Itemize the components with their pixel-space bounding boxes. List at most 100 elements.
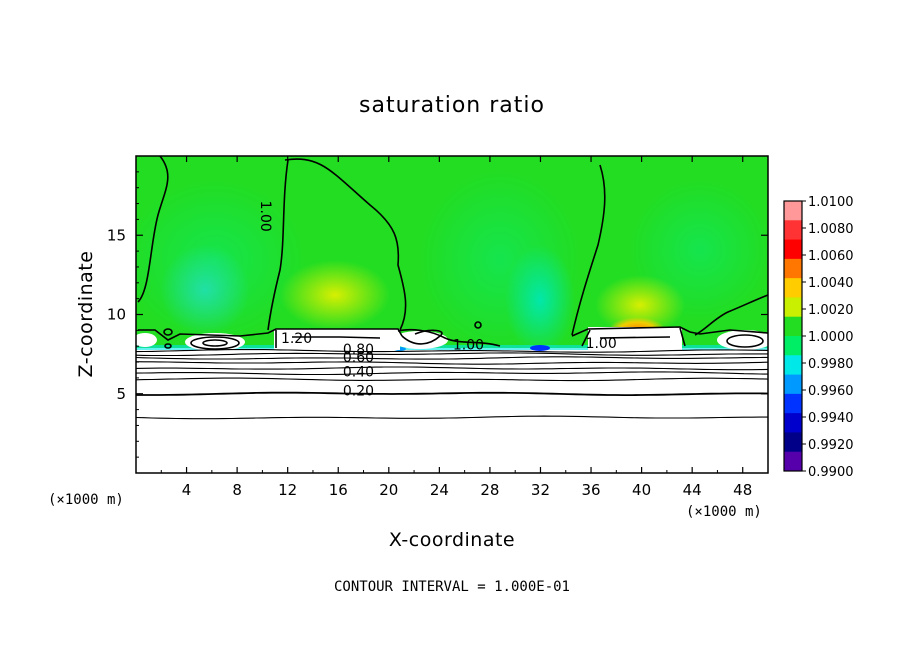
- colorbar-label: 0.9980: [808, 357, 854, 372]
- contour-line: [136, 349, 768, 353]
- colorbar-swatch: [784, 278, 802, 298]
- contour-label: 0.80: [343, 342, 374, 358]
- colorbar-label: 1.0060: [808, 249, 854, 264]
- colorbar-swatch: [784, 201, 802, 221]
- colorbar-swatch: [784, 393, 802, 414]
- plot-area: [136, 156, 768, 473]
- field-blob: [280, 260, 390, 330]
- colorbar-swatch: [784, 336, 802, 356]
- field-blob: [160, 245, 250, 335]
- colorbar-swatch: [784, 432, 802, 453]
- colorbar-label: 1.0020: [808, 303, 854, 318]
- contour-line: [164, 343, 172, 349]
- contour-line: [267, 159, 289, 331]
- contour-line: [397, 328, 501, 347]
- x-axis-ticks: 4 8 12 16 20 24 28 32 36 40 44 48: [160, 156, 752, 499]
- cloud-patch: [392, 331, 448, 349]
- contour-label: 1.00: [586, 336, 617, 352]
- contour-line: [581, 329, 591, 347]
- colorbar-swatch: [784, 220, 802, 241]
- x-tick-label: 16: [329, 481, 348, 499]
- x-tick-label: 12: [278, 481, 297, 499]
- field-blob: [530, 345, 550, 351]
- contour-lines: [137, 156, 768, 350]
- contour-line: [137, 156, 169, 303]
- y-tick-label: 5: [116, 385, 126, 403]
- contour-line: [136, 361, 768, 365]
- x-tick-label: 40: [632, 481, 651, 499]
- y-tick-label: 10: [107, 306, 126, 324]
- contour-line: [136, 356, 768, 360]
- x-tick-label: 32: [531, 481, 550, 499]
- x-unit-right: (×1000 m): [686, 504, 762, 520]
- field-blob: [136, 345, 768, 350]
- x-axis-label: X-coordinate: [389, 529, 515, 551]
- x-tick-label: 36: [581, 481, 600, 499]
- contour-line: [474, 321, 482, 329]
- contour-line: [136, 352, 768, 357]
- contour-label: 1.00: [257, 201, 273, 232]
- dry-layer: [136, 348, 768, 473]
- colorbar-label: 1.0000: [808, 330, 854, 345]
- contour-line: [136, 377, 768, 382]
- contour-line: [136, 415, 768, 420]
- field-blob: [505, 245, 575, 355]
- colorbar-label: 1.0040: [808, 276, 854, 291]
- contour-line: [726, 334, 764, 348]
- cloud-patch: [136, 333, 157, 347]
- contour-line: [571, 164, 606, 336]
- contour-labels: 1.00 1.20 0.800.600.40 0.20 1.00 1.00: [257, 201, 617, 400]
- x-tick-label: 20: [379, 481, 398, 499]
- contour-line: [136, 371, 768, 376]
- colorbar-swatch: [784, 239, 802, 260]
- contour-interval-note: CONTOUR INTERVAL = 1.000E-01: [334, 579, 570, 595]
- colorbar-swatch: [784, 451, 802, 472]
- cloud-patch: [274, 329, 400, 350]
- contour-label: 1.20: [281, 331, 312, 347]
- x-tick-label: 8: [232, 481, 242, 499]
- colorbar-label: 0.9960: [808, 384, 854, 399]
- y-axis-ticks: 5 10 15: [107, 171, 768, 458]
- colorbar: 1.0100 1.0080 1.0060 1.0040 1.0020 1.0000 0.99…: [783, 195, 854, 480]
- x-tick-label: 24: [430, 481, 449, 499]
- colorbar-label: 1.0080: [808, 222, 854, 237]
- colorbar-label: 0.9900: [808, 465, 854, 480]
- x-tick-label: 48: [733, 481, 752, 499]
- contour-line: [292, 336, 381, 339]
- cloud-patch: [588, 327, 682, 350]
- contour-line: [694, 294, 768, 336]
- contour-line: [679, 327, 686, 347]
- contour-line: [202, 339, 228, 347]
- colorbar-swatch: [784, 413, 802, 433]
- contour-line: [163, 328, 173, 336]
- contour-line: [401, 329, 443, 345]
- contour-label: 0.20: [343, 383, 374, 399]
- contour-label: 0.60: [343, 350, 374, 366]
- colorbar-swatch: [784, 374, 802, 395]
- chart-title: saturation ratio: [359, 93, 545, 118]
- contour-line: [190, 336, 240, 350]
- contour-line: [571, 326, 768, 337]
- contour-line: [136, 391, 768, 396]
- contour-line: [136, 366, 768, 371]
- colorbar-swatch: [784, 258, 802, 279]
- y-axis-label: Z-coordinate: [75, 251, 97, 378]
- x-tick-label: 44: [683, 481, 702, 499]
- lower-contours: [136, 349, 768, 420]
- colorbar-swatch: [784, 297, 802, 318]
- x-tick-label: 28: [480, 481, 499, 499]
- colorbar-label: 1.0100: [808, 195, 854, 210]
- colorbar-label: 0.9940: [808, 411, 854, 426]
- colorbar-label: 0.9920: [808, 438, 854, 453]
- colorbar-swatch: [784, 355, 802, 376]
- x-tick-label: 4: [182, 481, 192, 499]
- x-unit-left: (×1000 m): [48, 492, 124, 508]
- contour-label: 1.00: [453, 337, 484, 353]
- colorbar-swatch: [784, 316, 802, 337]
- contour-line: [599, 336, 671, 339]
- contour-label: 0.40: [343, 364, 374, 380]
- contour-line: [138, 328, 403, 341]
- y-tick-label: 15: [107, 226, 126, 244]
- contour-line: [284, 158, 407, 331]
